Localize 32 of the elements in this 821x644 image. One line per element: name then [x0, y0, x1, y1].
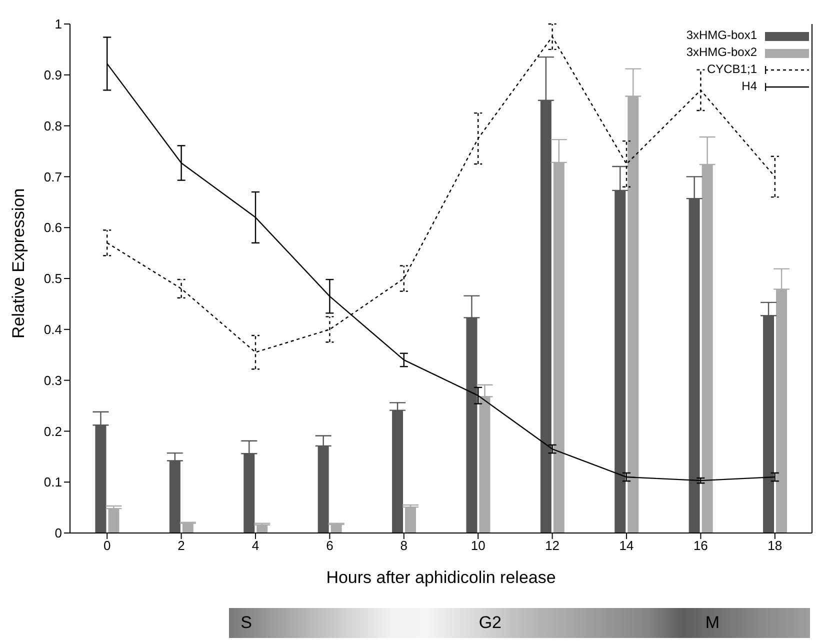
y-tick-label: 0.3: [44, 372, 62, 388]
y-tick-label: 0.4: [44, 322, 62, 338]
x-tick-label: 14: [619, 538, 634, 554]
x-tick-label: 6: [326, 538, 334, 554]
bar: [108, 508, 120, 533]
text: G2: [478, 613, 502, 633]
y-tick-label: 0.8: [44, 118, 62, 134]
text: S: [240, 613, 252, 633]
x-tick-label: 12: [545, 538, 560, 554]
text: M: [705, 613, 720, 633]
x-tick-label: 10: [470, 538, 486, 554]
legend-label: 3xHMG-box1: [686, 27, 757, 44]
y-tick-label: 0.5: [44, 271, 62, 286]
x-tick-label: 18: [768, 538, 782, 554]
x-tick-label: 4: [252, 538, 260, 554]
y-tick-label: 0: [54, 526, 62, 541]
y-axis-title: Relative Expression: [9, 188, 28, 338]
legend-label: H4: [742, 78, 757, 95]
x-axis-title: Hours after aphidicolin release: [326, 568, 556, 587]
x-tick-label: 2: [178, 538, 185, 554]
bar: [405, 507, 416, 533]
y-tick-label: 0.2: [44, 424, 62, 439]
x-tick-label: 16: [693, 538, 708, 554]
legend-label: CYCB1;1: [706, 61, 757, 78]
y-tick-label: 0.9: [44, 68, 62, 83]
y-tick-label: 0.1: [44, 474, 62, 490]
y-tick-label: 1: [54, 16, 62, 32]
y-tick-label: 0.6: [44, 220, 62, 236]
x-tick-label: 0: [103, 538, 111, 554]
legend-label: 3xHMG-box2: [686, 44, 757, 61]
x-tick-label: 8: [400, 538, 408, 554]
y-tick-label: 0.7: [44, 169, 62, 184]
